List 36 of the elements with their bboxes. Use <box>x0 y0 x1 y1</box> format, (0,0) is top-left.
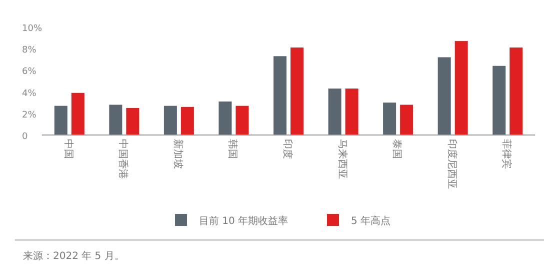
bar <box>438 57 451 135</box>
bar <box>54 106 68 135</box>
source-note: 来源：2022 年 5 月。 <box>23 250 124 262</box>
x-tick-label: 马来西亚 <box>336 139 348 179</box>
x-tick-label: 新加坡 <box>172 139 184 169</box>
bar <box>274 56 286 135</box>
y-tick-label: 10% <box>22 24 42 34</box>
bar <box>454 41 468 135</box>
bar <box>383 102 396 135</box>
bar <box>180 106 194 135</box>
bar <box>218 102 232 135</box>
x-tick-label: 中国 <box>62 139 74 159</box>
x-tick-label: 韩国 <box>226 139 239 159</box>
bar <box>492 66 506 135</box>
y-tick-label: 2% <box>22 110 37 120</box>
bar <box>328 88 342 135</box>
legend-label: 目前 10 年期收益率 <box>199 215 288 227</box>
bar <box>510 48 523 135</box>
x-tick-label: 印度尼西亚 <box>446 139 458 189</box>
bar <box>109 104 122 135</box>
bar <box>164 106 177 135</box>
y-tick-label: 8% <box>22 46 37 56</box>
y-tick-label: 4% <box>22 88 37 99</box>
x-tick-label: 菲律宾 <box>500 139 513 169</box>
x-tick-label: 泰国 <box>391 139 402 159</box>
bar <box>400 104 414 135</box>
bar <box>290 48 304 135</box>
x-tick-label: 印度 <box>282 139 294 159</box>
bar <box>345 88 358 135</box>
y-tick-label: 6% <box>22 67 37 78</box>
bar <box>71 92 84 135</box>
y-tick-label: 0 <box>22 132 28 142</box>
bar <box>236 106 249 135</box>
bar <box>126 108 140 135</box>
x-tick-label: 中国香港 <box>117 139 130 179</box>
legend-label: 5 年高点 <box>351 215 391 227</box>
